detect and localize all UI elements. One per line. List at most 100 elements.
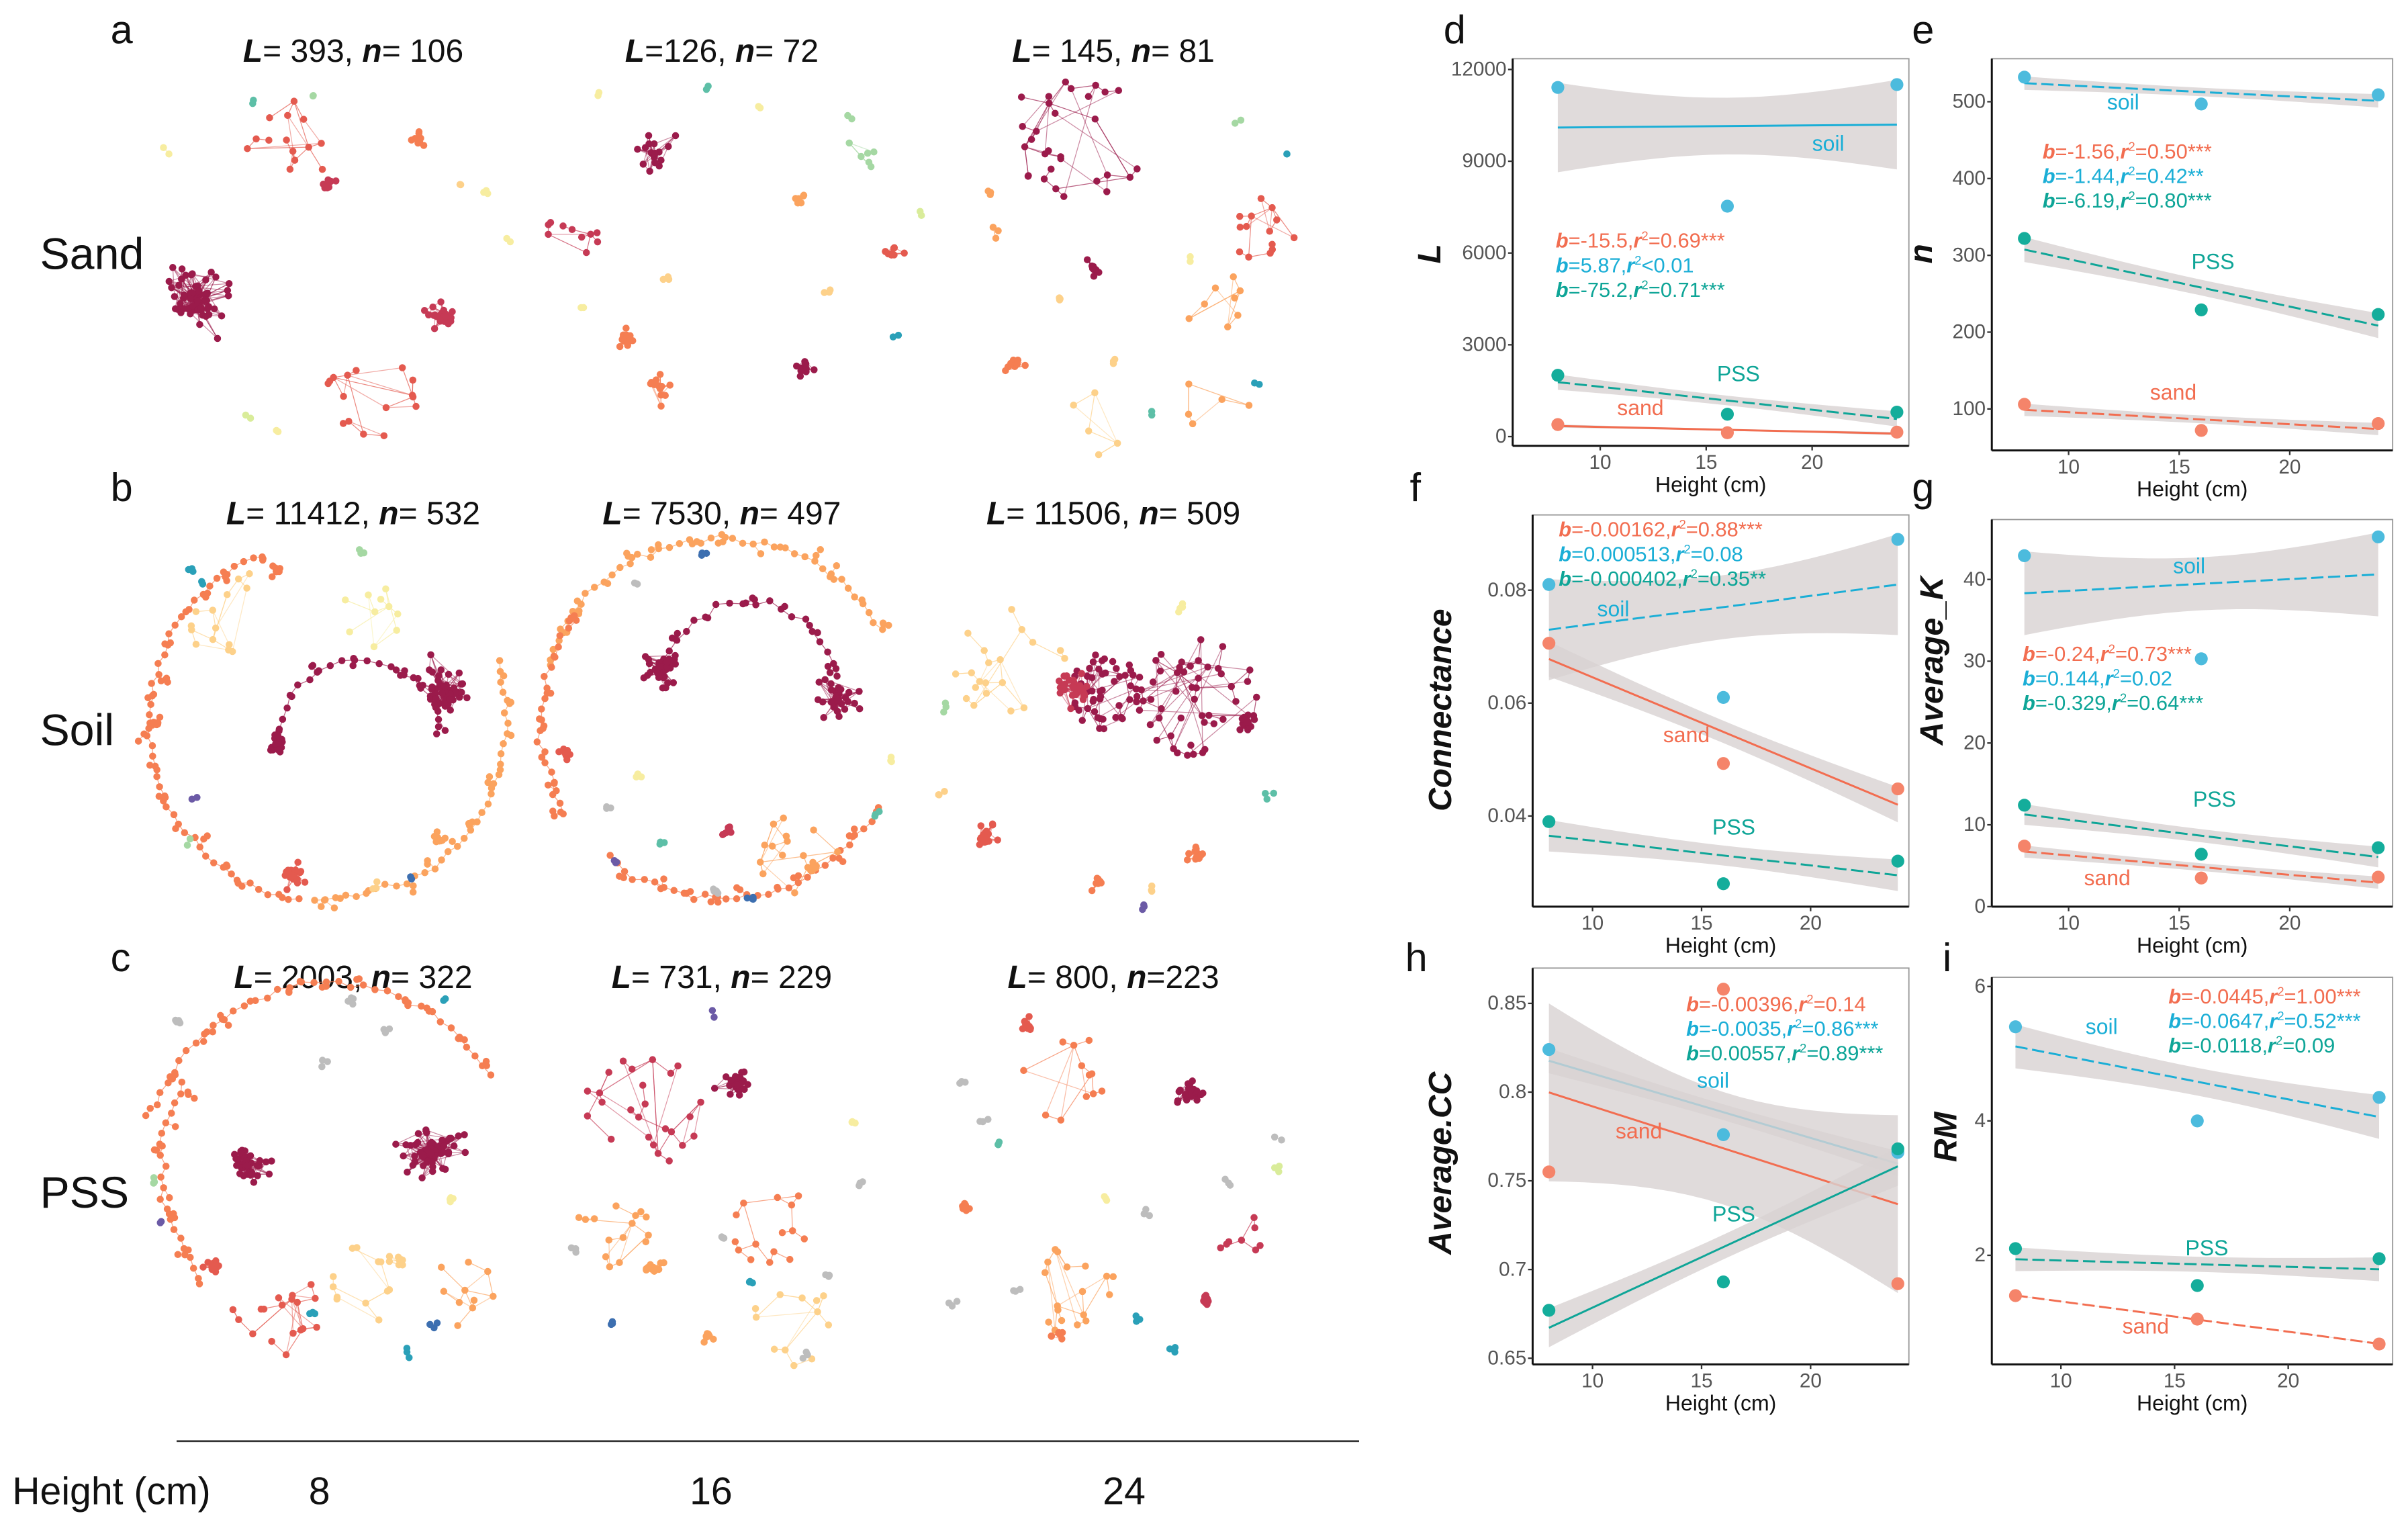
network-node	[223, 570, 231, 578]
network-node	[811, 366, 818, 373]
network-edge	[333, 377, 344, 397]
network-node	[1113, 665, 1120, 672]
network-node	[577, 600, 585, 608]
network-node	[790, 874, 798, 882]
network-title: L= 11506, n= 509	[986, 496, 1240, 531]
network-node	[186, 835, 194, 843]
network-edge	[631, 1059, 653, 1070]
network-node	[460, 834, 468, 842]
network-edge	[232, 588, 248, 652]
network-node	[163, 803, 170, 811]
network-node	[339, 420, 347, 427]
network-node	[169, 263, 177, 271]
network-node	[1095, 451, 1103, 459]
network-node	[674, 629, 682, 637]
network-node	[1057, 154, 1064, 163]
network-node	[1089, 697, 1097, 705]
network-node	[1156, 667, 1164, 675]
network-node	[360, 431, 367, 438]
network-node	[1231, 294, 1238, 302]
network-node	[177, 613, 185, 621]
network-node	[424, 860, 431, 868]
title-value: = 11412,	[246, 496, 379, 531]
network-node	[999, 679, 1007, 686]
network-node	[450, 684, 458, 692]
network-node	[594, 92, 602, 99]
network-node	[662, 684, 669, 692]
title-value: = 106	[382, 34, 464, 69]
network-node	[415, 128, 423, 136]
network-edge	[1251, 207, 1272, 217]
network-node	[161, 792, 169, 800]
network-node	[864, 149, 872, 157]
network-node	[629, 876, 636, 883]
network-node	[1191, 695, 1198, 703]
network-node	[301, 879, 309, 886]
network-node	[192, 608, 200, 615]
network-node	[563, 756, 571, 764]
network-edge	[1073, 392, 1095, 406]
network-node	[1149, 678, 1157, 686]
network-node	[755, 103, 762, 110]
title-value: =126,	[645, 34, 735, 69]
network-node	[1092, 81, 1099, 89]
network-node	[150, 719, 158, 726]
network-node	[445, 670, 453, 678]
network-node	[537, 727, 544, 735]
network-node	[887, 754, 895, 761]
network-node	[673, 636, 681, 644]
network-edge	[1047, 1261, 1056, 1331]
network-node	[223, 577, 230, 584]
network-node	[1091, 389, 1099, 397]
network-node	[672, 652, 679, 660]
network-node	[249, 99, 257, 107]
network-node	[722, 895, 730, 903]
network-node	[759, 870, 767, 878]
network-node	[641, 876, 648, 883]
network-node	[1002, 367, 1009, 375]
network-node	[997, 656, 1004, 664]
network-node	[1071, 699, 1079, 707]
network-node	[318, 903, 325, 911]
network-edge	[653, 135, 676, 144]
network-node	[187, 295, 195, 303]
network-edge	[1054, 113, 1138, 169]
network-node	[1236, 212, 1244, 220]
title-symbol: L	[243, 34, 263, 69]
network-node	[656, 371, 664, 378]
network-node	[392, 666, 400, 674]
network-node	[1093, 177, 1101, 185]
network-nodes	[134, 78, 1298, 1370]
network-node	[1095, 666, 1103, 673]
title-symbol: n	[1131, 34, 1151, 69]
network-node	[782, 832, 790, 840]
network-edge	[1073, 1045, 1082, 1066]
network-node	[870, 148, 878, 156]
network-node	[353, 367, 360, 374]
network-node	[160, 144, 167, 152]
network-node	[432, 695, 440, 703]
network-node	[1089, 658, 1097, 666]
network-node	[1187, 662, 1194, 670]
network-node	[882, 248, 889, 255]
network-edge	[671, 1102, 701, 1132]
network-edge	[743, 1203, 757, 1245]
network-node	[645, 132, 653, 140]
network-node	[656, 663, 664, 670]
network-node	[600, 578, 608, 586]
network-node	[1155, 714, 1163, 722]
network-node	[1040, 175, 1048, 183]
network-edge	[1056, 177, 1130, 189]
network-node	[496, 668, 504, 676]
title-symbol: n	[740, 496, 759, 531]
network-edge	[1150, 672, 1185, 725]
network-node	[827, 686, 835, 694]
network-edge	[1048, 81, 1066, 104]
network-node	[1061, 654, 1068, 662]
title-value: = 229	[751, 960, 833, 995]
network-node	[830, 703, 837, 711]
network-node	[814, 696, 822, 704]
network-edge	[587, 1091, 649, 1138]
network-node	[568, 226, 576, 234]
network-node	[246, 570, 253, 578]
